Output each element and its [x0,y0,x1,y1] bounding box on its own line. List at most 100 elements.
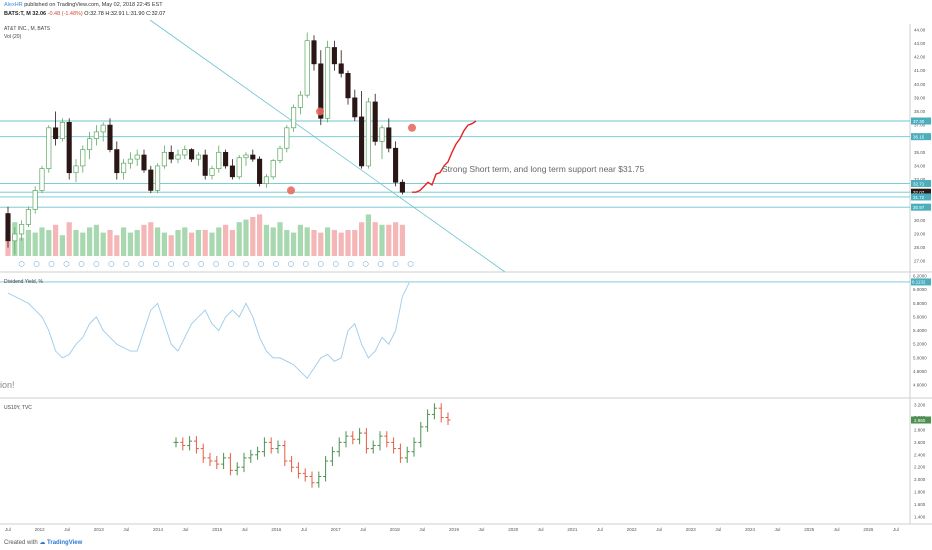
axes: 44.00 43.00 42.00 41.00 40.00 39.00 38.00 37.00… [5,27,931,532]
candle-body [134,154,140,160]
candle-body [325,47,331,119]
x-axis-label: Jul [64,527,70,532]
price-tag-bg [911,188,931,196]
price-tag: 32.71 [911,179,931,187]
candle-body [318,63,324,119]
volume-bar [399,224,405,256]
candle-body [155,165,161,191]
yield-axis-tick: 6.2000 [913,274,927,279]
volume-bar [216,227,222,256]
tradingview-brand[interactable]: TradingView [47,540,83,546]
rate-tag: 2.960 [911,416,931,424]
candle-body [19,224,25,235]
candle-body [148,169,154,191]
volume-bar [121,227,127,256]
price-tag-text: 36.15 [913,134,925,139]
volume-bar [161,232,167,256]
dividend-marker-icon [63,261,70,267]
dividend-marker-icon [18,261,25,267]
volume-bar [46,230,52,256]
candle-body [182,149,188,156]
dividend-yield-pane [0,281,910,380]
yield-axis-tick: 5.2000 [913,342,927,347]
pane-borders [0,24,932,525]
x-axis-label: 2020 [508,527,519,532]
author-link[interactable]: AlexHR [4,2,23,8]
volume-bar [39,227,45,256]
dividend-marker-icon [392,261,399,267]
price-tag: 31.72 [911,193,931,201]
dividend-marker-icon [78,261,85,267]
x-axis-label: 2015 [212,527,223,532]
volume-bar [80,232,86,256]
dividend-marker-icon [377,261,384,267]
x-axis-label: Jul [538,527,544,532]
volume-bar [284,230,290,256]
volume-bar [53,224,59,256]
x-axis-label: 2019 [449,527,460,532]
x-axis-label: 2021 [567,527,578,532]
volume-bar [100,232,106,256]
volume-bar [141,224,147,256]
projection-path [412,120,477,193]
candle-body [331,47,337,65]
price-axis-tick: 30.00 [914,218,926,223]
x-axis-label: 2018 [390,527,401,532]
volume-bar [372,222,378,256]
price-tag-bg [911,203,931,211]
price-axis-tick: 39.00 [914,95,926,100]
dividend-marker-icon [153,261,160,267]
candle-body [352,97,358,118]
price-axis-tick: 35.00 [914,150,926,155]
volume-bar [386,224,392,256]
dividend-yield-title: Dividend Yield, % [4,279,43,285]
candle-body [141,154,147,171]
dividend-marker-icon [407,261,414,267]
volume-bar [175,230,181,256]
volume-bar [195,230,201,256]
x-axis-label: 2022 [627,527,638,532]
volume-bar [59,235,65,256]
price-axis-tick: 37.00 [914,123,926,128]
volume-bar [25,230,31,256]
price-axis-tick: 44.00 [914,27,926,32]
volume-bar [277,222,283,256]
dividend-marker-icon [168,261,175,267]
rate-axis-tick: 1.600 [914,502,926,507]
candle-body [209,168,215,176]
volume-bar [182,227,188,256]
volume-bar [127,232,133,256]
price-axis-tick: 33.00 [914,177,926,182]
symbol-line: BATS:T, M 32.06 [4,11,47,17]
candle-body [297,94,303,108]
price-tag-text: 31.72 [913,195,925,200]
volume-bar [257,214,263,256]
dividend-marker-icon [198,261,205,267]
dividend-marker-icon [362,261,369,267]
candle-body [66,122,72,174]
price-tag: 32.07 [911,188,931,196]
candle-body [284,127,290,149]
volume-bar [345,230,351,256]
x-axis-label: 2013 [94,527,105,532]
us10y-pane [173,403,451,488]
candle-body [32,190,38,210]
x-axis-label: Jul [597,527,603,532]
x-axis-label: Jul [715,527,721,532]
candle-body [189,149,195,160]
dividend-marker-icon [302,261,309,267]
x-axis-label: Jul [479,527,485,532]
candle-body [80,149,86,167]
price-axis-tick: 43.00 [914,41,926,46]
volume-bar [365,214,371,256]
volume-bar [297,224,303,256]
x-axis-label: 2017 [331,527,342,532]
candle-body [311,40,317,65]
volume-bar [229,230,235,256]
volume-bar [291,232,297,256]
candle-body [93,131,99,140]
dividend-marker-icon [48,261,55,267]
volume-bar [263,224,269,256]
x-axis-label: 2023 [686,527,697,532]
candle-body [372,101,378,142]
